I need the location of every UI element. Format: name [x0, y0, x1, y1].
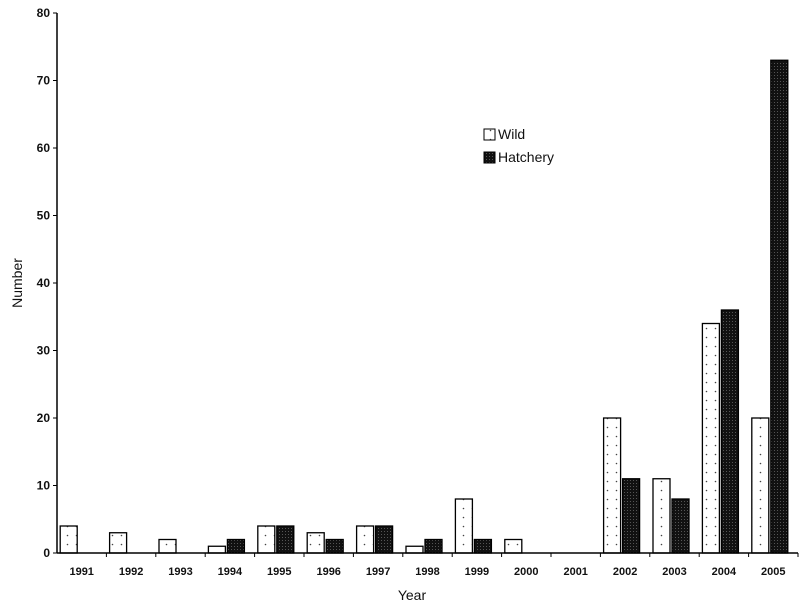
bar-wild-1994 — [207, 545, 227, 554]
x-tick-label: 1994 — [218, 566, 243, 578]
x-tick-label: 2005 — [761, 566, 785, 578]
legend-label-wild: Wild — [498, 126, 525, 142]
x-tick-label: 1993 — [168, 566, 192, 578]
bar-hatchery-1994 — [226, 538, 246, 554]
y-tick-label: 0 — [43, 546, 50, 560]
y-axis-title: Number — [9, 258, 25, 308]
bar-wild-2000 — [504, 538, 523, 554]
bar-hatchery-1999 — [473, 538, 493, 554]
bar-wild-1992 — [108, 532, 128, 554]
bar-hatchery-1995 — [276, 525, 295, 554]
x-tick-label: 2001 — [563, 566, 587, 578]
x-tick-label: 1997 — [366, 566, 390, 578]
bar-wild-1996 — [306, 532, 325, 554]
y-tick-label: 60 — [37, 141, 51, 155]
bar-wild-2005 — [751, 417, 770, 554]
bar-hatchery-2003 — [671, 498, 690, 554]
x-tick-label: 2003 — [662, 566, 686, 578]
bar-wild-2002 — [602, 417, 622, 554]
y-tick-label: 40 — [37, 276, 51, 290]
bar-wild-2004 — [701, 322, 721, 554]
y-tick-label: 70 — [37, 74, 51, 88]
y-tick-label: 20 — [37, 411, 51, 425]
bar-wild-1995 — [257, 525, 276, 554]
bar-hatchery-1998 — [424, 538, 443, 554]
x-tick-label: 1998 — [415, 566, 439, 578]
bar-hatchery-2004 — [720, 309, 740, 554]
x-tick-label: 1991 — [69, 566, 93, 578]
bar-hatchery-2005 — [770, 59, 789, 554]
bar-hatchery-1996 — [325, 538, 344, 554]
x-tick-label: 1996 — [316, 566, 340, 578]
x-tick-label: 2000 — [514, 566, 538, 578]
legend-swatch-wild — [483, 128, 496, 141]
bar-wild-1991 — [59, 525, 78, 554]
x-tick-label: 2004 — [712, 566, 737, 578]
y-axis-ticks: 0 10 20 30 40 50 60 70 80 — [37, 6, 57, 560]
bar-wild-1999 — [454, 498, 474, 554]
y-tick-label: 50 — [37, 209, 51, 223]
bar-wild-2003 — [652, 478, 671, 554]
x-tick-label: 1995 — [267, 566, 291, 578]
bar-wild-1993 — [158, 538, 177, 554]
legend-swatch-hatchery — [483, 151, 496, 164]
x-axis-title: Year — [398, 587, 427, 603]
bars — [59, 59, 789, 554]
x-axis-ticks: 1991 1992 1993 1994 1995 1996 1997 1998 1999 2000… — [69, 553, 799, 578]
x-tick-label: 1999 — [465, 566, 489, 578]
y-tick-label: 80 — [37, 6, 51, 20]
x-tick-label: 2002 — [613, 566, 637, 578]
bar-wild-1997 — [355, 525, 375, 554]
y-tick-label: 10 — [37, 479, 51, 493]
bar-wild-1998 — [405, 545, 424, 554]
y-tick-label: 30 — [37, 344, 51, 358]
x-tick-label: 1992 — [119, 566, 143, 578]
bar-hatchery-2002 — [621, 478, 641, 554]
bar-hatchery-1997 — [374, 525, 394, 554]
legend-label-hatchery: Hatchery — [498, 149, 554, 165]
legend: Wild Hatchery — [483, 126, 554, 165]
